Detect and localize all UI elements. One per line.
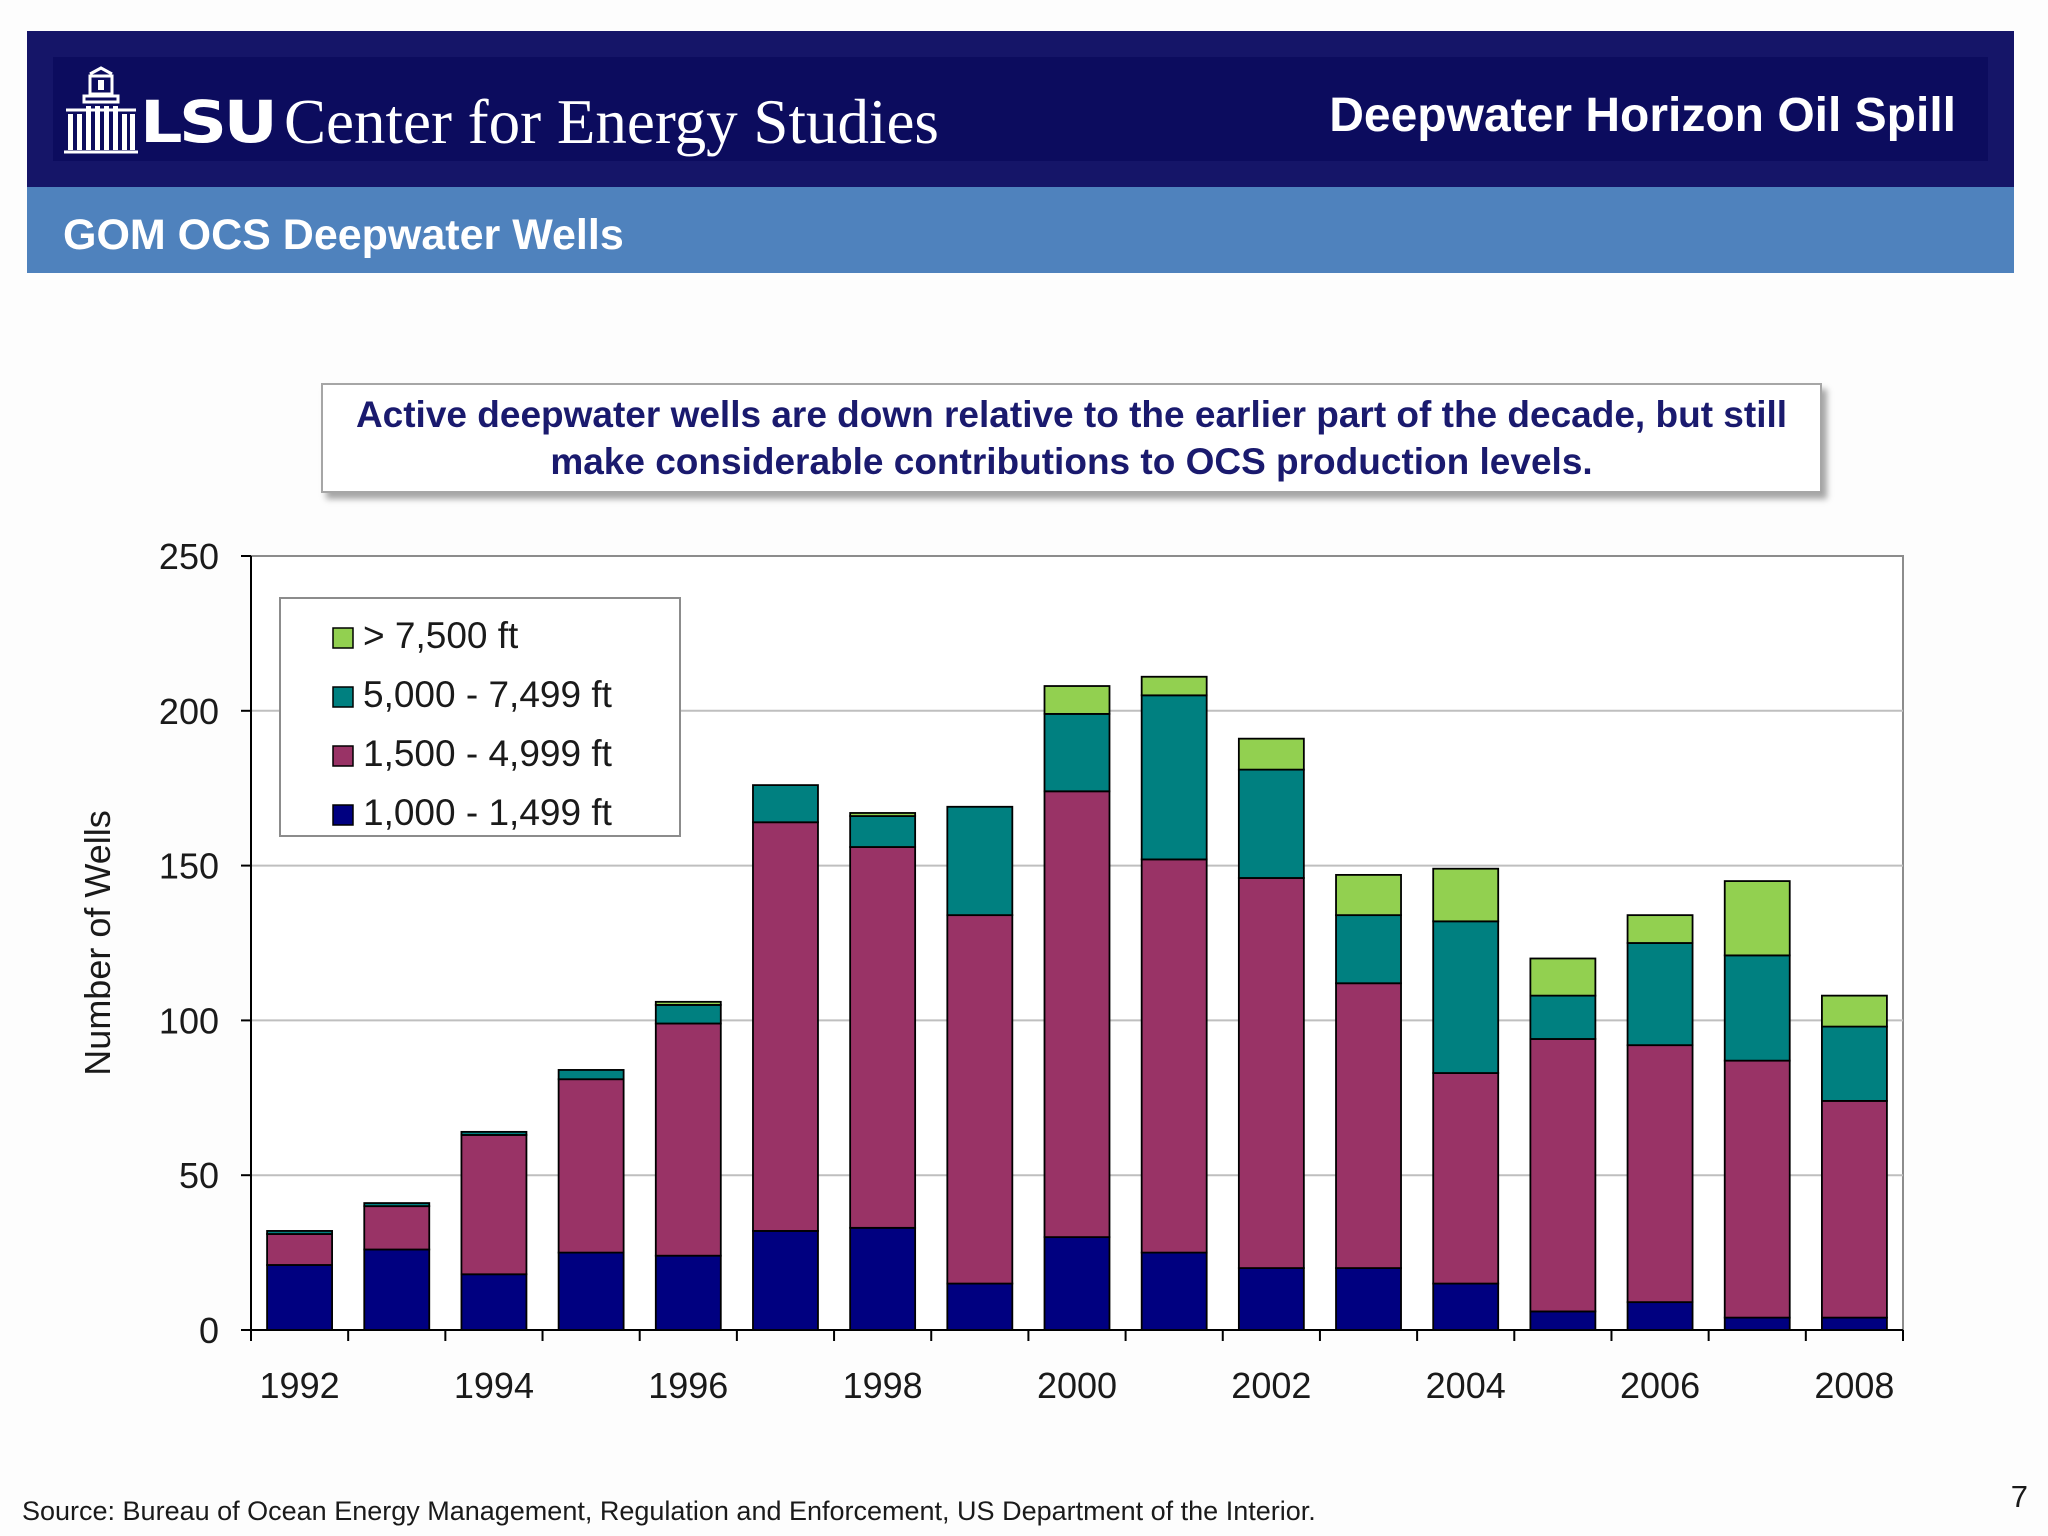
bar-2003-series-3: [1335, 873, 1402, 917]
bar-2003-series-2: [1335, 914, 1402, 985]
bar-2000-series-1: [1043, 790, 1111, 1239]
bar-1997-series-2: [752, 784, 819, 824]
bar-2002-series-3: [1237, 737, 1305, 771]
bar-2007-series-1: [1723, 1059, 1791, 1319]
legend-label: 5,000 - 7,499 ft: [363, 674, 613, 715]
x-tick-label: 2008: [1814, 1365, 1894, 1406]
bar-1992-series-1: [266, 1233, 333, 1266]
bar-1995-series-0: [557, 1251, 625, 1331]
y-tick-label: 150: [159, 846, 219, 887]
bar-2001-series-3: [1140, 675, 1208, 697]
lsu-wordmark: LSU: [140, 88, 278, 156]
bar-1997-series-1: [752, 821, 819, 1232]
bar-1999-series-0: [946, 1282, 1014, 1331]
legend-label: 1,000 - 1,499 ft: [363, 792, 613, 833]
callout-text: Active deepwater wells are down relative…: [355, 394, 1788, 482]
x-tick-label: 2002: [1231, 1365, 1311, 1406]
subheader-title: GOM OCS Deepwater Wells: [63, 211, 624, 259]
bar-2008-series-3: [1821, 994, 1888, 1028]
y-tick-label: 250: [159, 536, 219, 577]
bar-1998-series-0: [849, 1226, 917, 1331]
x-tick-label: 1998: [843, 1365, 923, 1406]
source-note: Source: Bureau of Ocean Energy Managemen…: [22, 1496, 1316, 1526]
bar-2001-series-1: [1140, 858, 1208, 1254]
x-tick-label: 2000: [1037, 1365, 1117, 1406]
legend-swatch: [332, 627, 354, 649]
bar-1998-series-2: [849, 815, 917, 848]
legend-swatch: [332, 686, 354, 708]
bar-2008-series-1: [1821, 1099, 1888, 1319]
x-tick-label: 1994: [454, 1365, 534, 1406]
bar-2005-series-3: [1529, 957, 1597, 997]
bar-1992-series-0: [266, 1264, 333, 1331]
bar-1996-series-2: [654, 1004, 722, 1025]
bar-1994-series-0: [460, 1273, 528, 1331]
y-axis-label: Number of Wells: [77, 810, 118, 1075]
bar-1998-series-3: [849, 812, 917, 817]
bar-2006-series-2: [1626, 942, 1694, 1047]
bar-1994-series-2: [460, 1130, 528, 1136]
bar-2004-series-1: [1432, 1072, 1500, 1285]
bar-1993-series-0: [363, 1248, 431, 1331]
y-tick-label: 100: [159, 1000, 219, 1041]
bar-2004-series-2: [1432, 920, 1500, 1074]
bar-2005-series-0: [1529, 1310, 1597, 1331]
bar-2005-series-2: [1529, 994, 1597, 1040]
bar-2002-series-1: [1237, 877, 1305, 1269]
bar-2006-series-0: [1626, 1301, 1694, 1331]
bar-2003-series-1: [1335, 982, 1402, 1269]
bar-1996-series-0: [654, 1254, 722, 1331]
bar-1993-series-2: [363, 1202, 431, 1208]
bar-2001-series-0: [1140, 1251, 1208, 1331]
bar-2005-series-1: [1529, 1038, 1597, 1313]
bar-2006-series-3: [1626, 914, 1694, 944]
bar-2002-series-2: [1237, 768, 1305, 879]
slide-title: Deepwater Horizon Oil Spill: [1329, 89, 1956, 142]
org-name: Center for Energy Studies: [284, 87, 939, 157]
x-tick-label: 1996: [648, 1365, 728, 1406]
bar-2004-series-0: [1432, 1282, 1500, 1331]
bar-1995-series-2: [557, 1069, 625, 1081]
bar-1996-series-1: [654, 1022, 722, 1257]
bar-2007-series-0: [1723, 1316, 1791, 1331]
bar-1992-series-2: [266, 1230, 333, 1235]
x-tick-label: 1992: [260, 1365, 340, 1406]
x-tick-label: 2006: [1620, 1365, 1700, 1406]
callout-box: Active deepwater wells are down relative…: [321, 383, 1822, 493]
bar-1994-series-1: [460, 1134, 528, 1276]
bar-1993-series-1: [363, 1205, 431, 1251]
bar-2003-series-0: [1335, 1267, 1402, 1331]
bar-1999-series-2: [946, 805, 1014, 917]
bar-2007-series-3: [1723, 880, 1791, 957]
bar-2002-series-0: [1237, 1267, 1305, 1331]
bar-2006-series-1: [1626, 1044, 1694, 1304]
y-tick-label: 200: [159, 691, 219, 732]
bar-1996-series-3: [654, 1000, 722, 1006]
bar-1999-series-1: [946, 914, 1014, 1285]
bar-2000-series-0: [1043, 1236, 1111, 1331]
legend-label: > 7,500 ft: [363, 615, 519, 656]
bar-2007-series-2: [1723, 954, 1791, 1062]
bar-1997-series-0: [752, 1230, 819, 1331]
page-number: 7: [2010, 1479, 2028, 1514]
subheader-bar: GOM OCS Deepwater Wells: [27, 187, 2014, 273]
legend-swatch: [332, 745, 354, 767]
bar-2008-series-0: [1821, 1316, 1888, 1331]
y-tick-label: 50: [179, 1155, 219, 1196]
bar-1998-series-1: [849, 846, 917, 1229]
x-tick-label: 2004: [1426, 1365, 1506, 1406]
bar-2000-series-3: [1043, 685, 1111, 715]
bar-2001-series-2: [1140, 694, 1208, 861]
y-tick-label: 0: [199, 1310, 219, 1351]
legend-swatch: [332, 804, 354, 826]
header-bar: [27, 31, 2014, 187]
lsu-tower-logo-icon: [64, 66, 138, 154]
bar-2008-series-2: [1821, 1025, 1888, 1102]
legend-label: 1,500 - 4,999 ft: [363, 733, 613, 774]
bar-2004-series-3: [1432, 867, 1500, 923]
bar-2000-series-2: [1043, 712, 1111, 793]
bar-1995-series-1: [557, 1078, 625, 1254]
